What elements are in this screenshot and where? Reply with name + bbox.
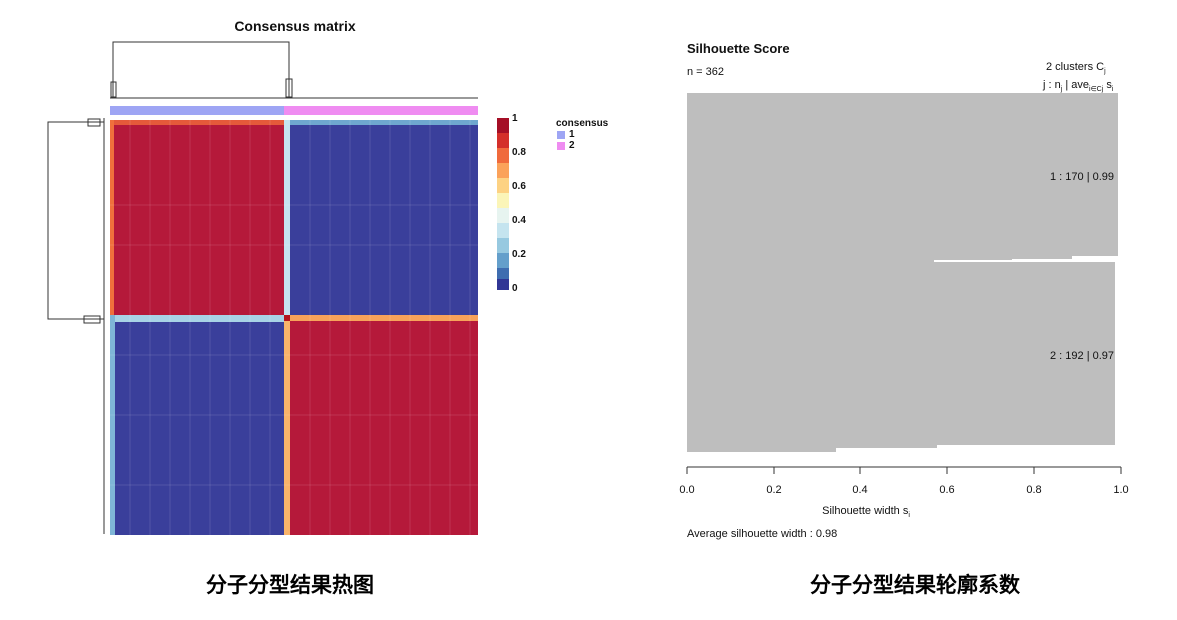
colorbar (497, 118, 509, 290)
header-s: s (1103, 79, 1112, 91)
annotation-bar-cluster-1 (110, 106, 284, 116)
legend-title: consensus (556, 118, 609, 129)
header-s-sub: i (1111, 86, 1114, 94)
x-axis-label-text: Silhouette width s (822, 505, 909, 517)
colorbar-label: 0.6 (512, 181, 526, 192)
silhouette-bars (687, 93, 1118, 452)
header-j: j : n (1043, 79, 1061, 91)
colorbar-label: 1 (512, 113, 518, 124)
cluster-count-label: 2 clusters Cj (1046, 61, 1106, 75)
colorbar-label: 0.8 (512, 147, 526, 158)
header-j-sub: j (1060, 86, 1063, 94)
legend-label-1: 1 (569, 129, 575, 140)
x-tick-label: 1.0 (1113, 484, 1129, 496)
legend-label-2: 2 (569, 140, 575, 151)
x-tick-label: 0.8 (1026, 484, 1042, 496)
colorbar-label: 0.4 (512, 215, 526, 226)
silhouette-caption: 分子分型结果轮廓系数 (810, 574, 1020, 597)
average-silhouette-width: Average silhouette width : 0.98 (687, 528, 838, 540)
x-axis-label-sub: i (908, 512, 910, 520)
header-ave: | ave (1062, 79, 1090, 91)
heatmap-cells (110, 115, 478, 535)
silhouette-title: Silhouette Score (687, 41, 790, 56)
legend-item-1: 1 (557, 129, 575, 140)
x-tick-label: 0.6 (939, 484, 955, 496)
legend-swatch-1 (557, 130, 565, 139)
cluster-row-2: 2 : 192 | 0.97 (1050, 350, 1115, 362)
header-ave-sub: i∈Cj (1089, 86, 1104, 94)
colorbar-label: 0 (512, 283, 518, 294)
cluster-row-1: 1 : 170 | 0.99 (1050, 171, 1115, 183)
cluster-count-text: 2 clusters C (1046, 61, 1105, 73)
x-axis-label: Silhouette width si (822, 505, 910, 519)
heatmap-title: Consensus matrix (234, 18, 356, 34)
legend-swatch-2 (557, 141, 565, 150)
annotation-bar-cluster-2 (284, 106, 478, 116)
x-tick-label: 0.0 (679, 484, 695, 496)
cluster-count-sub: j (1104, 68, 1106, 76)
x-tick-label: 0.2 (766, 484, 782, 496)
cluster-header: j : nj | avei∈Cj si (1043, 79, 1113, 93)
silhouette-x-axis (686, 466, 1122, 474)
heatmap-caption: 分子分型结果热图 (206, 574, 374, 597)
colorbar-label: 0.2 (512, 249, 526, 260)
legend-item-2: 2 (557, 140, 575, 151)
sample-count: n = 362 (687, 66, 725, 78)
x-tick-label: 0.4 (852, 484, 868, 496)
top-dendrogram (110, 41, 478, 99)
left-dendrogram (47, 118, 105, 534)
